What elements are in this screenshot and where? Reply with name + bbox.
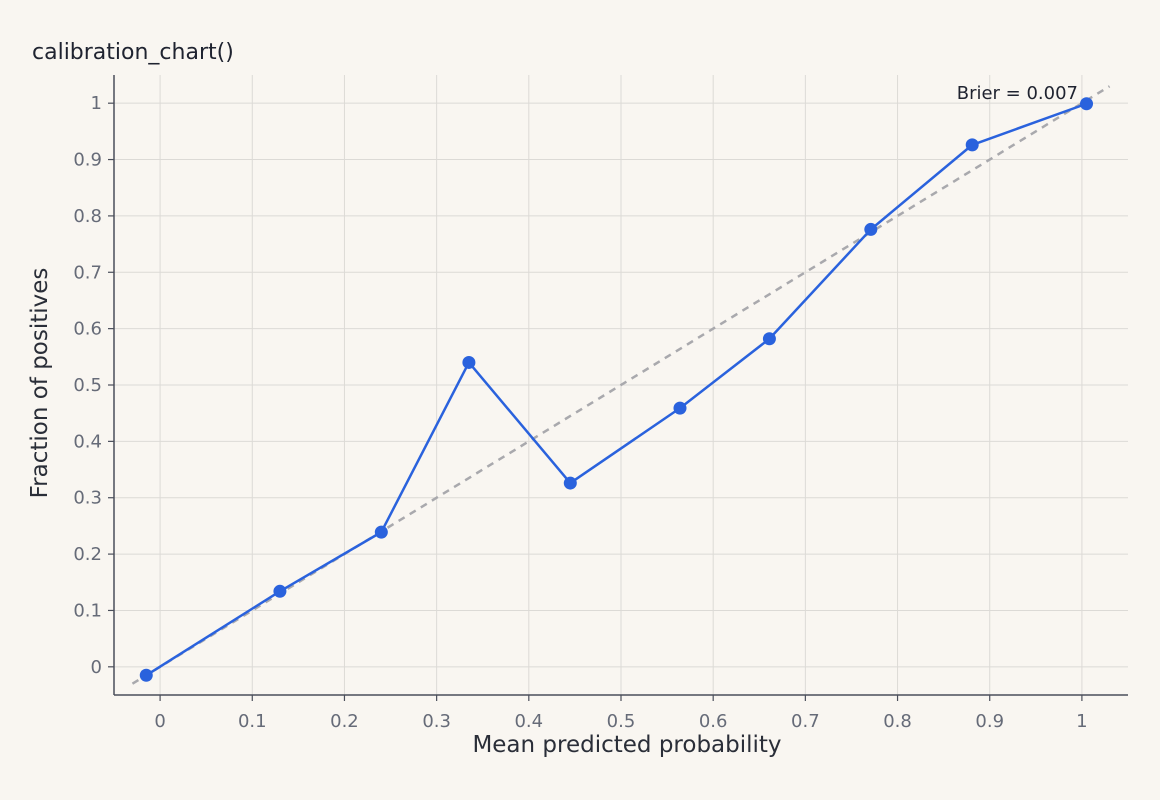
x-tick-label: 0.5	[607, 711, 636, 732]
y-tick-label: 0	[91, 657, 102, 678]
y-tick-label: 0.7	[73, 262, 102, 283]
x-tick-label: 0.9	[975, 711, 1004, 732]
data-point	[673, 401, 687, 415]
grid-layer	[114, 75, 1128, 695]
y-tick-label: 0.8	[73, 206, 102, 227]
data-point	[864, 222, 878, 236]
chart-title: calibration_chart()	[32, 40, 234, 65]
series-layer	[139, 97, 1094, 682]
brier-annotation: Brier = 0.007	[957, 83, 1078, 104]
x-tick-label: 0.8	[883, 711, 912, 732]
y-tick-label: 0.1	[73, 600, 102, 621]
data-point	[563, 476, 577, 490]
x-tick-label: 0.3	[422, 711, 451, 732]
x-tick-label: 0.6	[699, 711, 728, 732]
y-tick-label: 0.2	[73, 544, 102, 565]
x-axis-label: Mean predicted probability	[472, 732, 781, 758]
data-point	[462, 355, 476, 369]
y-tick-label: 0.5	[73, 375, 102, 396]
y-tick-label: 0.9	[73, 150, 102, 171]
data-point	[762, 332, 776, 346]
y-tick-label: 0.6	[73, 319, 102, 340]
data-point	[139, 668, 153, 682]
data-point	[1080, 97, 1094, 111]
x-tick-label: 0.4	[514, 711, 543, 732]
x-tick-label: 0	[154, 711, 165, 732]
data-point	[273, 584, 287, 598]
reference-layer	[131, 85, 1111, 685]
x-tick-label: 0.7	[791, 711, 820, 732]
series-line	[145, 102, 1087, 677]
y-axis-label: Fraction of positives	[27, 268, 53, 499]
x-tick-label: 1	[1076, 711, 1087, 732]
data-point	[965, 138, 979, 152]
x-tick-label: 0.2	[330, 711, 359, 732]
y-tick-label: 1	[91, 93, 102, 114]
x-tick-label: 0.1	[238, 711, 267, 732]
axes-layer: 0 0.1 0.2 0.3 0.4 0.5 0.6 0.7 0.8 0.9 1 0 0.1 0.2 0.3 0…	[73, 75, 1128, 732]
data-point	[374, 525, 388, 539]
perfect-calibration-line	[131, 85, 1111, 685]
y-tick-label: 0.4	[73, 431, 102, 452]
y-tick-label: 0.3	[73, 488, 102, 509]
